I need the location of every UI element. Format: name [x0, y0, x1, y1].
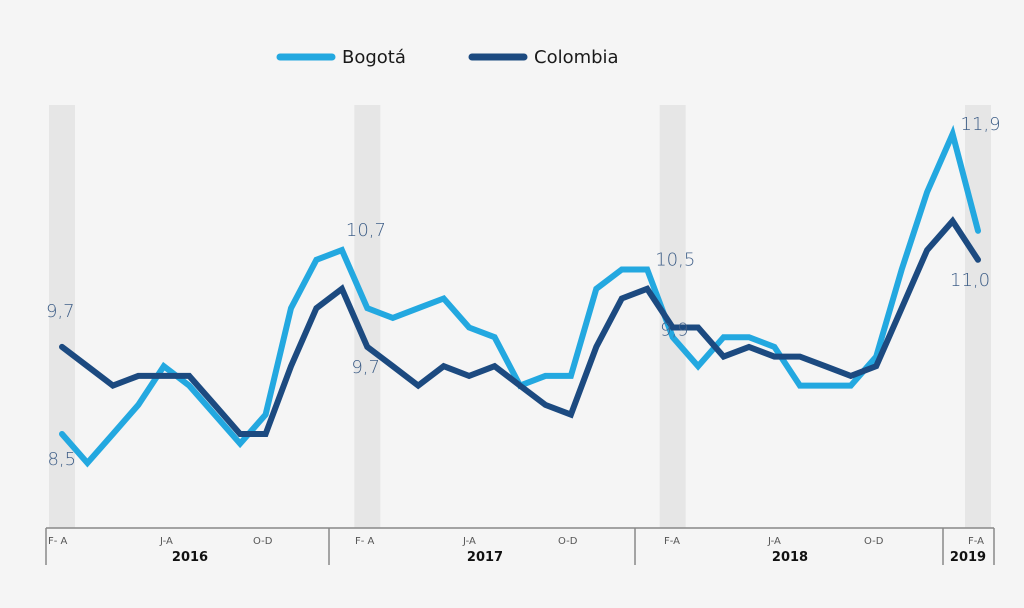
shaded-band-0 — [49, 105, 75, 528]
legend-item-colombia[interactable]: Colombia — [468, 47, 619, 68]
data-label: 10,7 — [346, 220, 386, 241]
x-tick-label: F- A — [48, 536, 68, 547]
data-label: 11,9 — [961, 114, 1001, 135]
x-tick-label: F-A — [664, 536, 680, 547]
year-label: 2017 — [467, 550, 503, 565]
legend-label-bogota: Bogotá — [342, 47, 406, 68]
data-label: 10,5 — [655, 249, 695, 270]
x-tick-label: O-D — [558, 536, 578, 547]
x-tick-label: O-D — [864, 536, 884, 547]
x-tick-label: J-A — [767, 536, 781, 547]
legend-label-colombia: Colombia — [534, 47, 619, 68]
data-labels: 9,7 8,5 10,7 9,7 10,5 9,9 11,9 11,0 — [46, 114, 1001, 470]
year-label: 2018 — [772, 550, 808, 565]
data-label: 9,7 — [351, 357, 380, 378]
legend: Bogotá Colombia — [276, 47, 619, 68]
data-label: 8,5 — [47, 449, 76, 470]
data-label: 11,0 — [950, 270, 990, 291]
shaded-band-1 — [354, 105, 381, 528]
data-label: 9,7 — [46, 301, 75, 322]
x-tick-label: J-A — [462, 536, 476, 547]
year-label: 2019 — [950, 550, 986, 565]
series-line-colombia — [59, 216, 981, 437]
x-tick-label: J-A — [159, 536, 173, 547]
x-tick-label: F- A — [355, 536, 375, 547]
shaded-band-3 — [965, 105, 991, 528]
x-tick-label: O-D — [253, 536, 273, 547]
year-label: 2016 — [172, 550, 208, 565]
shaded-bands — [49, 105, 991, 528]
data-label: 9,9 — [660, 320, 689, 341]
x-tick-label: F-A — [968, 536, 984, 547]
series-line-bogota — [59, 124, 981, 468]
x-axis: F- A J-A O-D 2016 F- A J-A O-D 2017 F-A J-A O-D 201… — [45, 527, 995, 565]
legend-item-bogota[interactable]: Bogotá — [276, 47, 406, 68]
series-group — [59, 124, 981, 468]
